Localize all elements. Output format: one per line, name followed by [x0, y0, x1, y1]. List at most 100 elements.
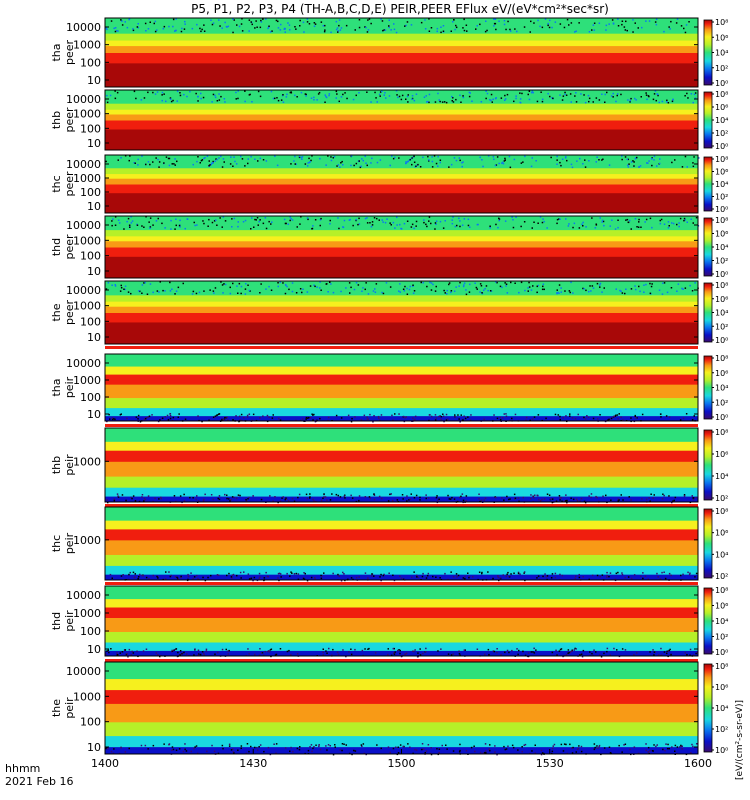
heatmap-speckle: [455, 286, 457, 288]
heatmap-speckle: [435, 220, 438, 222]
heatmap-speckle: [503, 23, 506, 26]
heatmap-speckle: [378, 495, 381, 498]
heatmap-speckle: [284, 222, 287, 225]
heatmap-speckle: [175, 749, 178, 751]
heatmap-speckle: [335, 28, 338, 31]
heatmap-speckle: [126, 653, 128, 655]
heatmap-speckle: [634, 22, 636, 24]
heatmap-speckle: [196, 160, 198, 163]
heatmap-speckle: [695, 572, 698, 575]
heatmap-speckle: [644, 575, 647, 577]
heatmap-speckle: [613, 415, 615, 417]
heatmap-speckle: [259, 744, 262, 746]
heatmap-speckle: [531, 418, 534, 420]
heatmap-speckle: [171, 746, 174, 748]
heatmap-speckle: [336, 651, 339, 654]
heatmap-speckle: [226, 574, 228, 577]
heatmap-speckle: [638, 285, 640, 288]
heatmap-speckle: [503, 160, 506, 162]
heatmap-speckle: [120, 413, 122, 415]
heatmap-speckle: [398, 157, 400, 159]
heatmap-speckle: [458, 751, 461, 753]
heatmap-speckle: [342, 164, 344, 166]
y-tick-label: 10000: [66, 93, 101, 106]
heatmap-speckle: [496, 281, 498, 284]
heatmap-speckle: [173, 163, 175, 165]
heatmap-speckle: [497, 576, 500, 579]
heatmap-speckle: [534, 744, 536, 746]
heatmap-speckle: [324, 94, 326, 96]
heatmap-speckle: [312, 414, 314, 416]
heatmap-speckle: [168, 157, 171, 160]
heatmap-speckle: [347, 578, 349, 581]
heatmap-speckle: [126, 220, 128, 223]
heatmap-speckle: [506, 93, 509, 96]
colorbar-tick-label: 10⁴: [715, 617, 728, 626]
heatmap-speckle: [598, 500, 600, 503]
heatmap-speckle: [240, 413, 243, 416]
heatmap-speckle: [579, 157, 581, 160]
heatmap-speckle: [530, 498, 532, 500]
heatmap-speckle: [547, 22, 549, 25]
heatmap-speckle: [505, 413, 507, 415]
heatmap-band: [105, 598, 698, 608]
heatmap-speckle: [228, 572, 230, 575]
heatmap-speckle: [458, 653, 461, 655]
heatmap-speckle: [532, 495, 534, 497]
heatmap-speckle: [114, 90, 116, 92]
heatmap-speckle: [291, 497, 294, 500]
heatmap-speckle: [230, 156, 232, 158]
heatmap-speckle: [492, 650, 495, 652]
heatmap-speckle: [335, 97, 337, 99]
heatmap-speckle: [561, 574, 564, 577]
heatmap-speckle: [668, 225, 670, 227]
heatmap-speckle: [571, 166, 574, 169]
heatmap-speckle: [459, 743, 461, 746]
heatmap-speckle: [310, 159, 312, 162]
heatmap-speckle: [130, 496, 132, 499]
heatmap-speckle: [225, 648, 227, 651]
heatmap-speckle: [139, 290, 141, 293]
heatmap-speckle: [617, 25, 620, 27]
heatmap-speckle: [128, 747, 130, 750]
heatmap-speckle: [230, 576, 233, 578]
heatmap-speckle: [523, 571, 526, 573]
heatmap-speckle: [379, 419, 381, 422]
heatmap-speckle: [319, 287, 321, 289]
heatmap-speckle: [237, 749, 239, 751]
heatmap-band: [105, 62, 698, 88]
heatmap-speckle: [512, 226, 515, 229]
heatmap-speckle: [508, 576, 511, 578]
status-bar: [105, 659, 698, 662]
heatmap-speckle: [363, 414, 366, 417]
heatmap-speckle: [141, 155, 143, 157]
panel-label-probe: thd: [50, 238, 63, 256]
heatmap-speckle: [592, 24, 595, 26]
heatmap-speckle: [423, 221, 425, 224]
heatmap-speckle: [485, 20, 487, 22]
heatmap-speckle: [381, 497, 383, 500]
heatmap-speckle: [194, 746, 196, 748]
heatmap-speckle: [517, 653, 519, 656]
heatmap-speckle: [431, 166, 434, 168]
chart-title: P5, P1, P2, P3, P4 (TH-A,B,C,D,E) PEIR,P…: [191, 2, 609, 16]
heatmap-band: [105, 565, 698, 575]
heatmap-speckle: [184, 23, 186, 25]
heatmap-speckle: [611, 19, 614, 21]
heatmap-speckle: [479, 751, 482, 754]
heatmap-speckle: [226, 416, 228, 419]
heatmap-speckle: [238, 415, 241, 418]
heatmap-speckle: [635, 99, 637, 101]
heatmap-speckle: [581, 223, 583, 225]
x-tick-label: 1600: [684, 757, 712, 770]
heatmap-speckle: [546, 227, 548, 229]
heatmap-speckle: [314, 578, 316, 580]
heatmap-speckle: [184, 748, 186, 751]
heatmap-speckle: [142, 650, 145, 652]
heatmap-speckle: [290, 217, 292, 220]
heatmap-speckle: [275, 653, 278, 656]
heatmap-speckle: [636, 156, 638, 159]
heatmap-speckle: [117, 159, 119, 161]
heatmap-speckle: [415, 165, 417, 167]
